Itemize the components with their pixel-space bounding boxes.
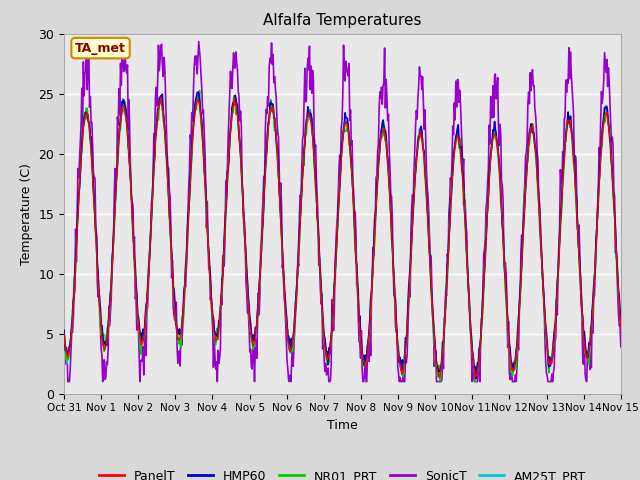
AM25T_PRT <box>428 282 435 288</box>
X-axis label: Time: Time <box>327 419 358 432</box>
PanelT <box>214 333 222 339</box>
SonicT <box>617 344 625 349</box>
SonicT <box>185 185 193 191</box>
NR01_PRT <box>60 329 68 335</box>
HMP60 <box>617 318 625 324</box>
HMP60 <box>127 193 135 199</box>
NR01_PRT <box>428 289 435 295</box>
SonicT <box>428 282 436 288</box>
PanelT <box>185 209 193 215</box>
NR01_PRT <box>196 87 204 93</box>
PanelT <box>70 293 78 299</box>
NR01_PRT <box>411 180 419 186</box>
HMP60 <box>60 327 68 333</box>
PanelT <box>428 278 435 284</box>
HMP60 <box>184 213 192 219</box>
AM25T_PRT <box>60 337 68 343</box>
AM25T_PRT <box>214 331 222 336</box>
Y-axis label: Temperature (C): Temperature (C) <box>20 163 33 264</box>
PanelT <box>436 374 444 380</box>
Legend: PanelT, HMP60, NR01_PRT, SonicT, AM25T_PRT: PanelT, HMP60, NR01_PRT, SonicT, AM25T_P… <box>93 465 591 480</box>
Line: PanelT: PanelT <box>64 97 621 377</box>
Line: SonicT: SonicT <box>64 42 621 382</box>
SonicT <box>128 198 136 204</box>
NR01_PRT <box>436 379 444 384</box>
HMP60 <box>472 376 480 382</box>
SonicT <box>71 288 79 294</box>
PanelT <box>127 195 135 201</box>
NR01_PRT <box>184 227 192 232</box>
PanelT <box>617 324 625 330</box>
NR01_PRT <box>70 277 78 283</box>
HMP60 <box>411 177 419 182</box>
SonicT <box>195 39 203 45</box>
AM25T_PRT <box>195 93 203 98</box>
AM25T_PRT <box>411 177 419 183</box>
AM25T_PRT <box>70 288 78 293</box>
Text: TA_met: TA_met <box>75 42 126 55</box>
AM25T_PRT <box>617 324 625 329</box>
Line: NR01_PRT: NR01_PRT <box>64 90 621 382</box>
PanelT <box>157 95 164 100</box>
SonicT <box>64 379 72 384</box>
NR01_PRT <box>214 336 222 342</box>
AM25T_PRT <box>434 374 442 380</box>
Title: Alfalfa Temperatures: Alfalfa Temperatures <box>263 13 422 28</box>
HMP60 <box>214 327 222 333</box>
NR01_PRT <box>617 321 625 327</box>
HMP60 <box>194 89 202 95</box>
AM25T_PRT <box>184 223 192 228</box>
NR01_PRT <box>127 188 135 194</box>
AM25T_PRT <box>127 196 135 202</box>
SonicT <box>215 360 223 366</box>
HMP60 <box>428 283 435 289</box>
PanelT <box>411 179 419 185</box>
Line: AM25T_PRT: AM25T_PRT <box>64 96 621 377</box>
Line: HMP60: HMP60 <box>64 92 621 379</box>
SonicT <box>60 365 68 371</box>
PanelT <box>60 331 68 336</box>
HMP60 <box>70 292 78 298</box>
SonicT <box>412 122 419 128</box>
